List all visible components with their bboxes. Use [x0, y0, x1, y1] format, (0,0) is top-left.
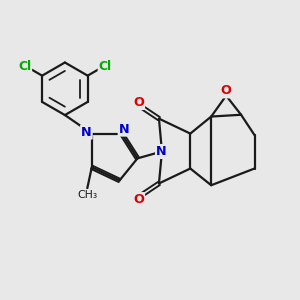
- Text: Cl: Cl: [18, 60, 31, 73]
- Text: CH₃: CH₃: [77, 190, 98, 200]
- Text: O: O: [133, 96, 144, 109]
- Text: N: N: [119, 123, 129, 136]
- Text: N: N: [81, 126, 92, 139]
- Text: O: O: [221, 84, 232, 98]
- Text: Cl: Cl: [99, 60, 112, 73]
- Text: O: O: [133, 193, 144, 206]
- Text: N: N: [156, 145, 167, 158]
